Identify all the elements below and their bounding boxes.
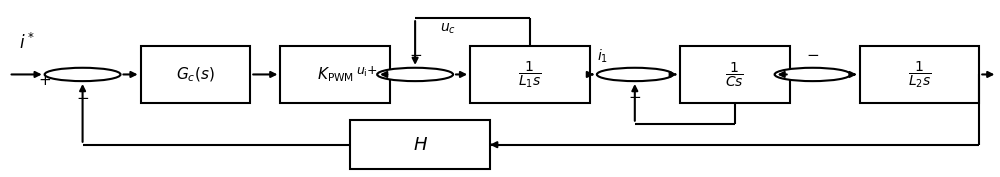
Text: $\dfrac{1}{L_1 s}$: $\dfrac{1}{L_1 s}$ xyxy=(518,59,542,90)
Bar xyxy=(680,46,790,102)
Circle shape xyxy=(775,68,851,81)
Circle shape xyxy=(45,68,121,81)
Text: $K_{\mathrm{PWM}}$: $K_{\mathrm{PWM}}$ xyxy=(317,65,354,84)
Text: $-$: $-$ xyxy=(628,88,641,103)
Bar xyxy=(280,46,390,102)
Text: $-$: $-$ xyxy=(806,46,819,61)
Text: $u_c$: $u_c$ xyxy=(440,22,456,36)
Circle shape xyxy=(377,68,453,81)
Text: $u_{\mathrm{i}}$+: $u_{\mathrm{i}}$+ xyxy=(356,65,378,79)
Text: $\dfrac{1}{L_2 s}$: $\dfrac{1}{L_2 s}$ xyxy=(908,59,931,90)
Text: $-$: $-$ xyxy=(76,89,89,104)
Bar xyxy=(470,46,590,102)
Text: $\dfrac{1}{Cs}$: $\dfrac{1}{Cs}$ xyxy=(725,60,744,89)
Bar xyxy=(350,120,490,169)
Bar xyxy=(860,46,979,102)
Text: $G_c(s)$: $G_c(s)$ xyxy=(176,65,215,84)
Text: $i^*$: $i^*$ xyxy=(19,33,34,53)
Text: +: + xyxy=(38,73,51,88)
Text: $H$: $H$ xyxy=(413,136,428,154)
Circle shape xyxy=(597,68,673,81)
Bar xyxy=(141,46,250,102)
Text: $i_1$: $i_1$ xyxy=(597,47,608,65)
Text: $-$: $-$ xyxy=(409,46,422,61)
